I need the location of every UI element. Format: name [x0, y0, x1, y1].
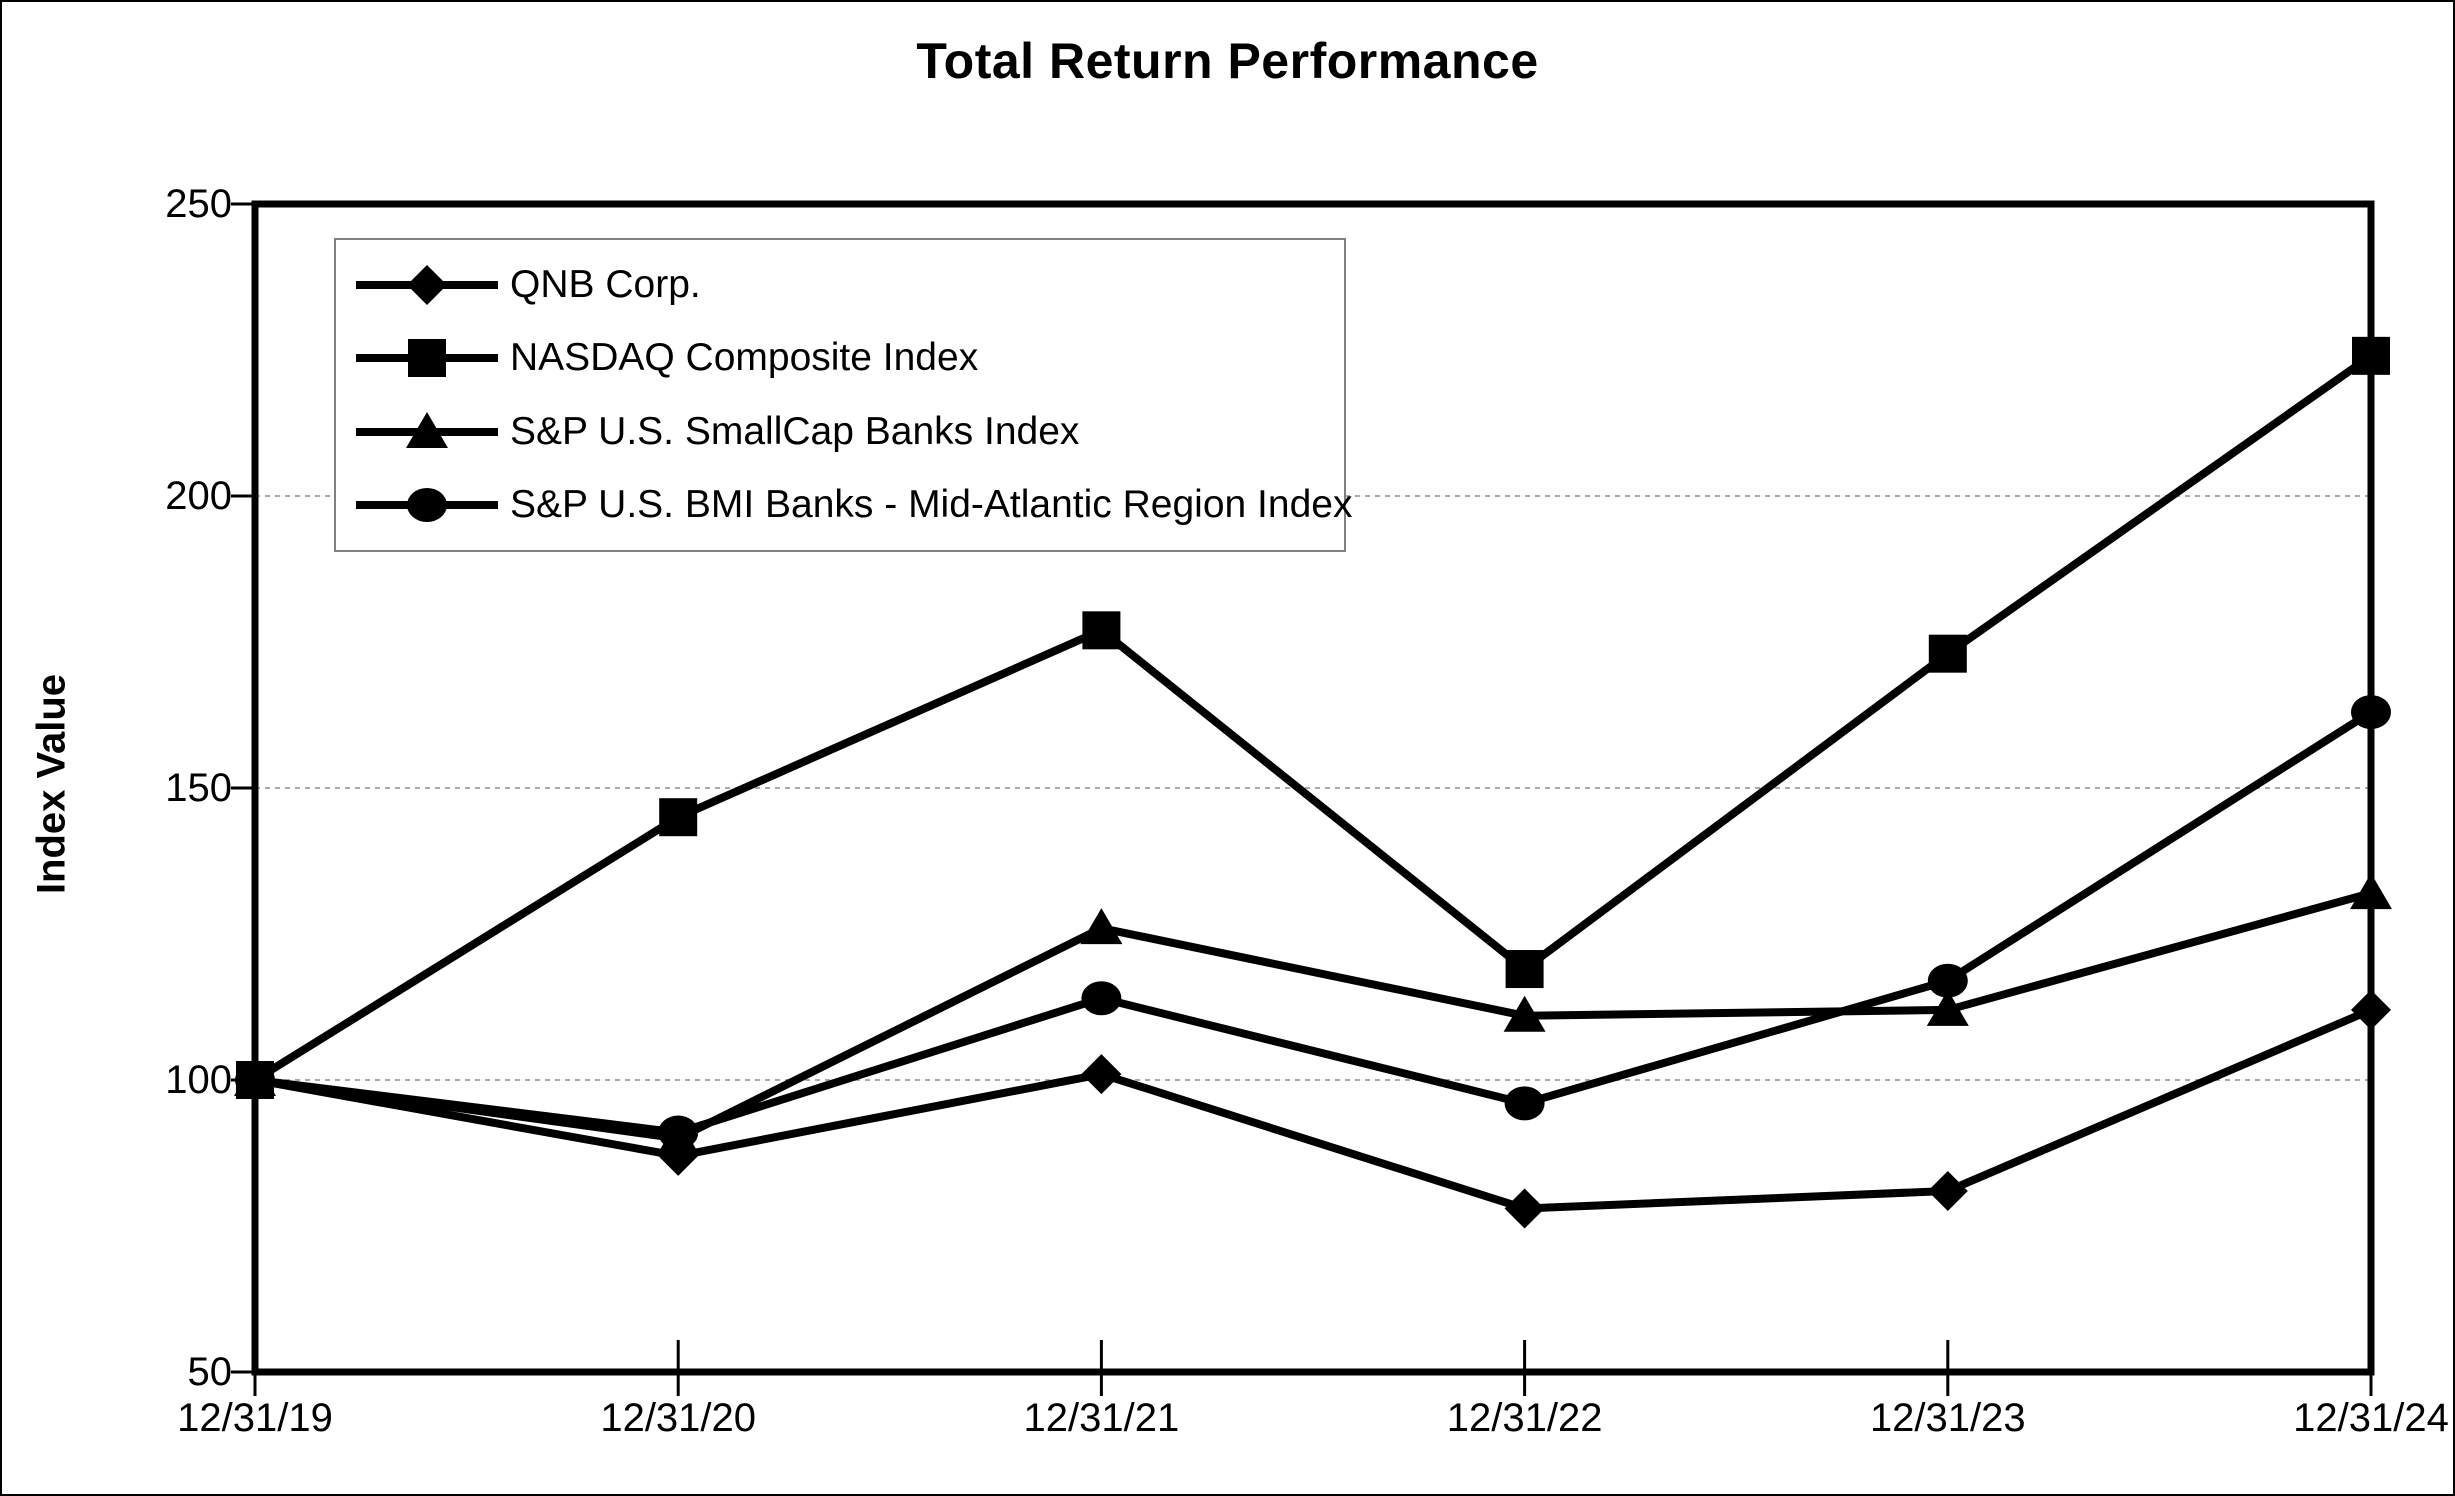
triangle-marker-icon [356, 411, 498, 448]
square-marker-icon [659, 798, 698, 837]
diamond-marker-icon [2351, 989, 2391, 1030]
square-marker-icon [408, 339, 446, 378]
legend-box: QNB Corp. NASDAQ Composite Index S&P U.S… [334, 238, 1352, 552]
legend-item-bmi-banks: S&P U.S. BMI Banks - Mid-Atlantic Region… [352, 479, 1352, 531]
y-axis-tick-label: 250 [165, 182, 232, 226]
circle-marker-icon [1504, 1086, 1545, 1121]
triangle-marker-icon [1926, 989, 1969, 1026]
circle-marker-icon [1927, 963, 1968, 998]
circle-marker-icon [235, 1063, 275, 1097]
series-line [254, 1006, 2373, 1213]
x-axis-tick-label: 12/31/23 [1869, 1396, 2026, 1440]
triangle-marker-icon [406, 411, 448, 448]
legend-label: NASDAQ Composite Index [510, 336, 979, 380]
y-axis-tick-label: 100 [165, 1058, 232, 1102]
legend-item-qnb: QNB Corp. [352, 259, 1334, 311]
x-axis-tick-label: 12/31/24 [2293, 1396, 2449, 1440]
square-marker-icon [1505, 950, 1544, 989]
square-marker-icon [1082, 611, 1121, 650]
series-triangle [234, 873, 2392, 1155]
square-marker-icon [1928, 634, 1967, 673]
circle-marker-icon [356, 488, 498, 523]
circle-marker-icon [2351, 695, 2391, 730]
diamond-marker-icon [1504, 1188, 1545, 1229]
diamond-marker-icon [407, 264, 447, 305]
circle-marker-icon [407, 488, 447, 523]
series-line [254, 708, 2374, 1137]
triangle-marker-icon [1503, 995, 1546, 1032]
plot-border [251, 200, 2375, 1376]
x-axis-tick-label: 12/31/19 [177, 1396, 333, 1440]
series-circle [235, 695, 2391, 1150]
x-axis-tick-label: 12/31/22 [1446, 1396, 1603, 1440]
diamond-marker-icon [356, 264, 498, 305]
diamond-marker-icon [1081, 1054, 1122, 1095]
series-diamond [235, 989, 2391, 1229]
x-axis-tick-label: 12/31/21 [1023, 1396, 1180, 1440]
square-marker-icon [2352, 336, 2390, 375]
series-line [254, 889, 2373, 1143]
circle-marker-icon [1081, 981, 1122, 1016]
square-marker-icon [356, 339, 498, 378]
legend-label: S&P U.S. BMI Banks - Mid-Atlantic Region… [510, 483, 1353, 527]
y-axis-tick-label: 150 [165, 766, 232, 810]
x-axis-tick-label: 12/31/20 [600, 1396, 757, 1440]
series-line [252, 352, 2374, 1084]
diamond-marker-icon [1927, 1170, 1968, 1211]
legend-item-nasdaq: NASDAQ Composite Index [352, 332, 1334, 384]
triangle-marker-icon [2350, 873, 2392, 910]
chart-title: Total Return Performance [916, 33, 1539, 89]
circle-marker-icon [658, 1115, 699, 1150]
y-axis-tick-label: 200 [165, 474, 232, 518]
triangle-marker-icon [1080, 908, 1123, 945]
y-axis-tick-label: 50 [187, 1350, 233, 1394]
legend-item-smallcap-banks: S&P U.S. SmallCap Banks Index [352, 406, 1334, 458]
legend-label: S&P U.S. SmallCap Banks Index [510, 409, 1080, 453]
legend-label: QNB Corp. [510, 262, 701, 306]
